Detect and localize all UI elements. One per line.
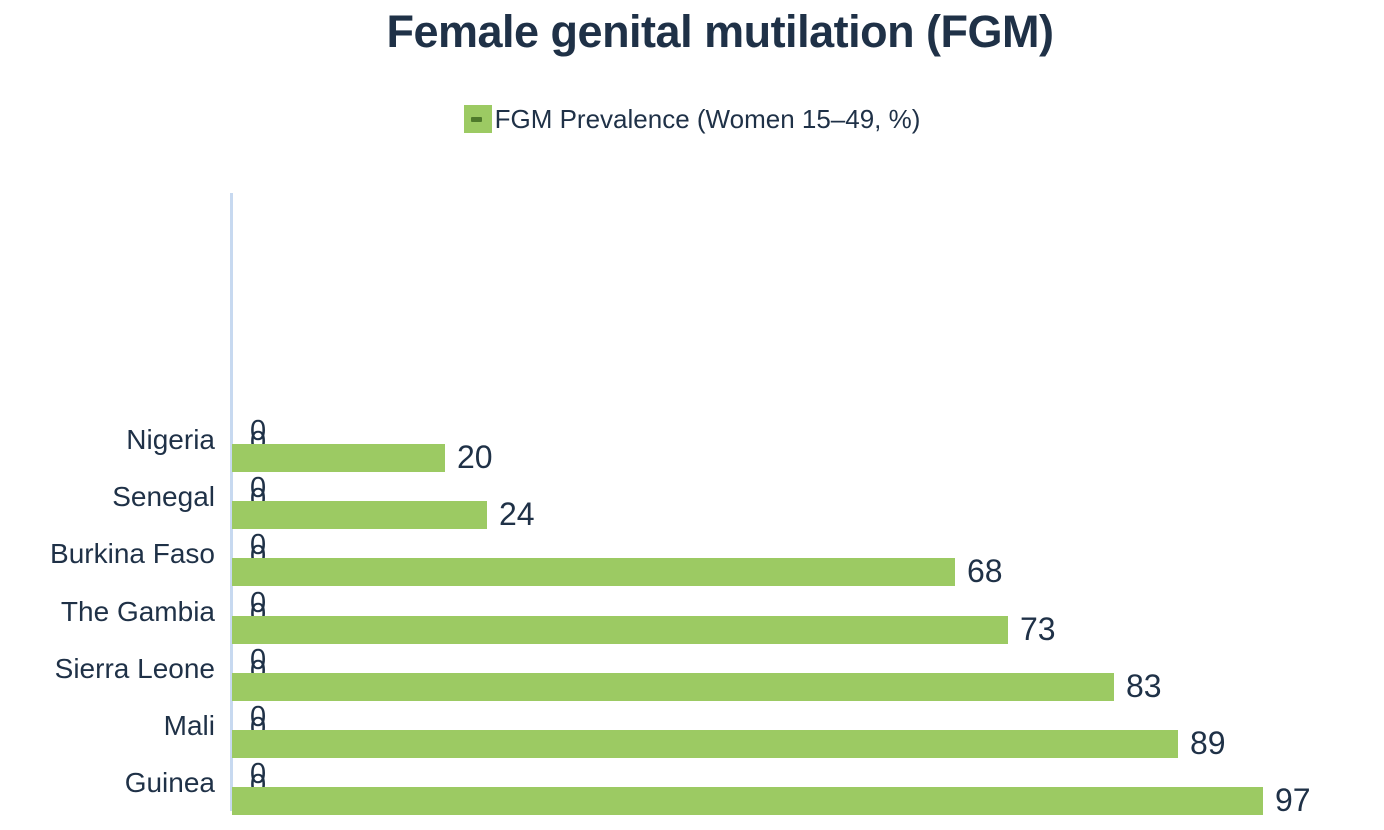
legend: FGM Prevalence (Women 15–49, %): [0, 104, 1384, 134]
zero-data-label: 0: [250, 701, 267, 733]
zero-data-label: 0: [250, 587, 267, 619]
chart-title: Female genital mutilation (FGM): [386, 6, 1054, 57]
value-data-label: 68: [967, 553, 1003, 589]
legend-label: FGM Prevalence (Women 15–49, %): [494, 104, 921, 134]
category-label: Sierra Leone: [54, 653, 215, 684]
bar-guinea: [232, 787, 1263, 815]
value-data-label: 83: [1126, 668, 1162, 704]
bar-burkina-faso: [232, 558, 955, 586]
bar-mali: [232, 730, 1178, 758]
value-data-label: 24: [499, 496, 535, 532]
category-label: Senegal: [112, 481, 215, 512]
value-data-label: 73: [1020, 611, 1056, 647]
legend-swatch-icon: [463, 105, 492, 133]
category-label: Mali: [163, 710, 215, 741]
value-data-label: 89: [1190, 725, 1226, 761]
bar-sierra-leone: [232, 673, 1114, 701]
zero-data-label: 0: [250, 472, 267, 504]
category-axis-line: [230, 193, 233, 811]
category-label: Burkina Faso: [50, 538, 215, 569]
bar-nigeria: [232, 444, 445, 472]
zero-data-label: 0: [250, 758, 267, 790]
category-label: The Gambia: [60, 596, 215, 627]
value-data-label: 97: [1275, 782, 1311, 818]
zero-data-label: 0: [250, 529, 267, 561]
zero-data-label: 0: [250, 415, 267, 447]
category-label: Nigeria: [126, 424, 215, 455]
legend-swatch-dash-icon: [470, 117, 482, 122]
zero-data-label: 0: [250, 644, 267, 676]
bar-the-gambia: [232, 616, 1008, 644]
bar-senegal: [232, 501, 487, 529]
value-data-label: 20: [457, 439, 493, 475]
category-label: Guinea: [124, 767, 215, 798]
